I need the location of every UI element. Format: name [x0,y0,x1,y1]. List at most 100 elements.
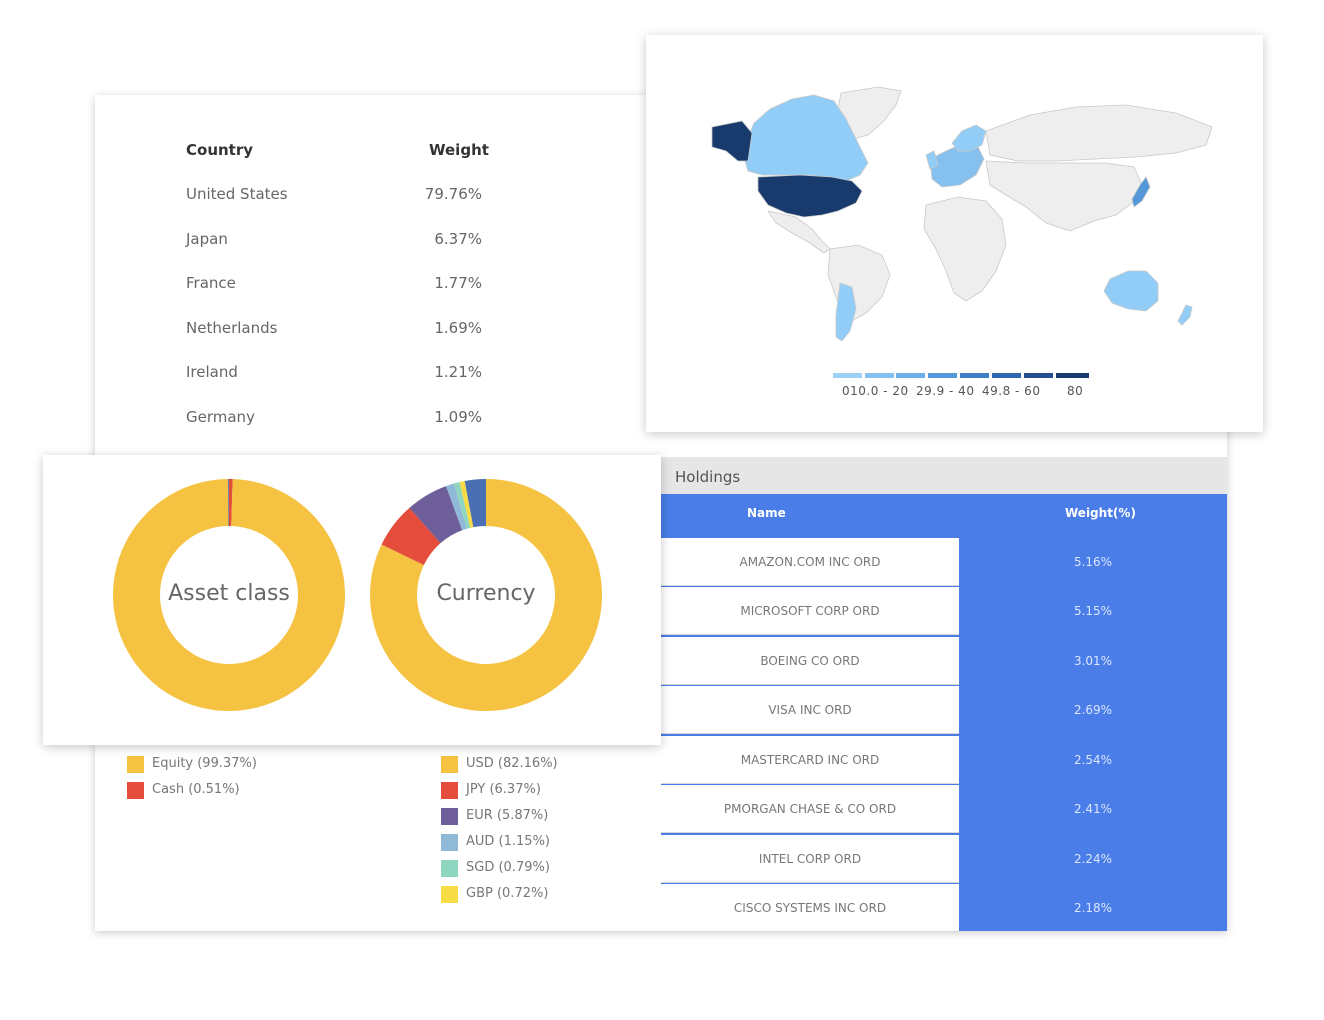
country-row: Netherlands 1.69% [186,319,482,343]
legend-item-cash: Cash (0.51%) [127,781,257,807]
legend-label: JPY (6.37%) [466,782,541,797]
holding-row[interactable]: MASTERCARD INC ORD 2.54% [661,736,1227,784]
currency-donut [369,479,602,711]
world-map [711,86,1213,378]
map-country-japan[interactable] [1131,176,1151,208]
currency-slice[interactable] [453,482,471,529]
holding-row[interactable]: CISCO SYSTEMS INC ORD 2.18% [661,884,1227,932]
holding-row[interactable]: PMORGAN CHASE & CO ORD 2.41% [661,785,1227,833]
country-exposure-map-card: 010.0 - 20 29.9 - 40 49.8 - 60 80 [646,35,1263,432]
map-country-australia[interactable] [1103,270,1159,312]
holding-row[interactable]: MICROSOFT CORP ORD 5.15% [661,587,1227,635]
currency-slice[interactable] [409,486,463,544]
holding-name: CISCO SYSTEMS INC ORD [661,884,959,932]
country-row: Ireland 1.21% [186,363,482,387]
map-country-scandinavia[interactable] [951,124,987,152]
holding-weight: 3.01% [1073,654,1113,668]
asset-class-slice[interactable] [228,479,229,527]
map-country-united-states[interactable] [757,174,863,218]
currency-slice[interactable] [381,507,441,565]
legend-item-gbp: GBP (0.72%) [441,885,558,911]
currency-slice[interactable] [369,479,602,711]
map-country-mexico[interactable] [767,210,831,254]
holding-weight: 5.15% [1073,604,1113,618]
holding-row[interactable]: AMAZON.COM INC ORD 5.16% [661,538,1227,586]
currency-slice[interactable] [464,479,486,528]
map-country-new-zealand[interactable] [1177,304,1193,326]
legend-swatch [441,834,458,851]
holding-name: AMAZON.COM INC ORD [661,538,959,586]
holding-name: MICROSOFT CORP ORD [661,587,959,635]
currency-slice[interactable] [459,480,474,528]
weight-column-header[interactable]: Weight(%) [1065,506,1136,520]
legend-label: Cash (0.51%) [152,782,240,797]
map-scale-label: 49.8 - 60 [982,384,1041,398]
holdings-panel: Holdings Name Weight(%) AMAZON.COM INC O… [661,457,1227,932]
holding-row[interactable]: INTEL CORP ORD 2.24% [661,835,1227,883]
currency-legend: USD (82.16%) JPY (6.37%) EUR (5.87%) AUD… [441,755,558,911]
country-weight: 1.21% [434,363,482,381]
legend-item-usd: USD (82.16%) [441,755,558,781]
asset-class-slice[interactable] [229,479,233,527]
country-name: France [186,274,236,292]
map-scale-label: 29.9 - 40 [916,384,975,398]
legend-swatch [441,808,458,825]
country-weight: 79.76% [424,185,482,203]
legend-swatch [441,782,458,799]
holding-row[interactable]: BOEING CO ORD 3.01% [661,637,1227,685]
map-scale-label: 010.0 - 20 [842,384,909,398]
country-weight: 6.37% [434,230,482,248]
currency-slice[interactable] [446,483,467,531]
holding-name: PMORGAN CHASE & CO ORD [661,785,959,833]
map-country-africa[interactable] [923,196,1007,302]
map-country-alaska[interactable] [711,120,753,162]
asset-class-slice[interactable] [113,479,345,711]
holdings-table: Name Weight(%) AMAZON.COM INC ORD 5.16% … [661,494,1227,932]
map-country-argentina[interactable] [835,282,857,342]
legend-item-jpy: JPY (6.37%) [441,781,558,807]
map-scale-swatch [960,373,989,378]
legend-item-eur: EUR (5.87%) [441,807,558,833]
map-scale-swatch [1056,373,1089,378]
map-scale-swatch [896,373,925,378]
holdings-title: Holdings [675,468,741,486]
holding-row[interactable]: VISA INC ORD 2.69% [661,686,1227,734]
holdings-header: Holdings [661,457,1227,494]
legend-label: AUD (1.15%) [466,834,550,849]
map-country-canada[interactable] [741,94,869,182]
legend-label: USD (82.16%) [466,756,558,771]
holding-weight: 5.16% [1073,555,1113,569]
allocation-donuts-card: Asset class Currency [43,455,661,745]
asset-class-donut [113,479,345,711]
legend-label: GBP (0.72%) [466,886,549,901]
map-country-asia[interactable] [985,160,1143,232]
map-country-russia[interactable] [985,104,1213,162]
legend-item-aud: AUD (1.15%) [441,833,558,859]
name-column-header[interactable]: Name [747,506,786,520]
currency-donut-label: Currency [436,581,535,606]
legend-label: EUR (5.87%) [466,808,549,823]
legend-item-equity: Equity (99.37%) [127,755,257,781]
holding-name: MASTERCARD INC ORD [661,736,959,784]
map-scale-swatch [833,373,862,378]
country-weight: 1.09% [434,408,482,426]
country-row: Japan 6.37% [186,230,482,254]
asset-class-donut-label: Asset class [168,581,290,606]
map-scale-swatch [992,373,1021,378]
map-scale-swatch [928,373,957,378]
country-row: United States 79.76% [186,185,482,209]
country-row: France 1.77% [186,274,482,298]
legend-swatch [441,756,458,773]
legend-label: SGD (0.79%) [466,860,550,875]
holding-name: BOEING CO ORD [661,637,959,685]
country-name: Ireland [186,363,238,381]
weight-column-header: Weight [429,141,489,159]
map-country-uk[interactable] [925,150,939,170]
country-row: Germany 1.09% [186,408,482,432]
holding-weight: 2.69% [1073,703,1113,717]
country-weight: 1.77% [434,274,482,292]
asset-class-legend: Equity (99.37%) Cash (0.51%) [127,755,257,807]
legend-item-sgd: SGD (0.79%) [441,859,558,885]
legend-swatch [127,782,144,799]
country-name: United States [186,185,288,203]
